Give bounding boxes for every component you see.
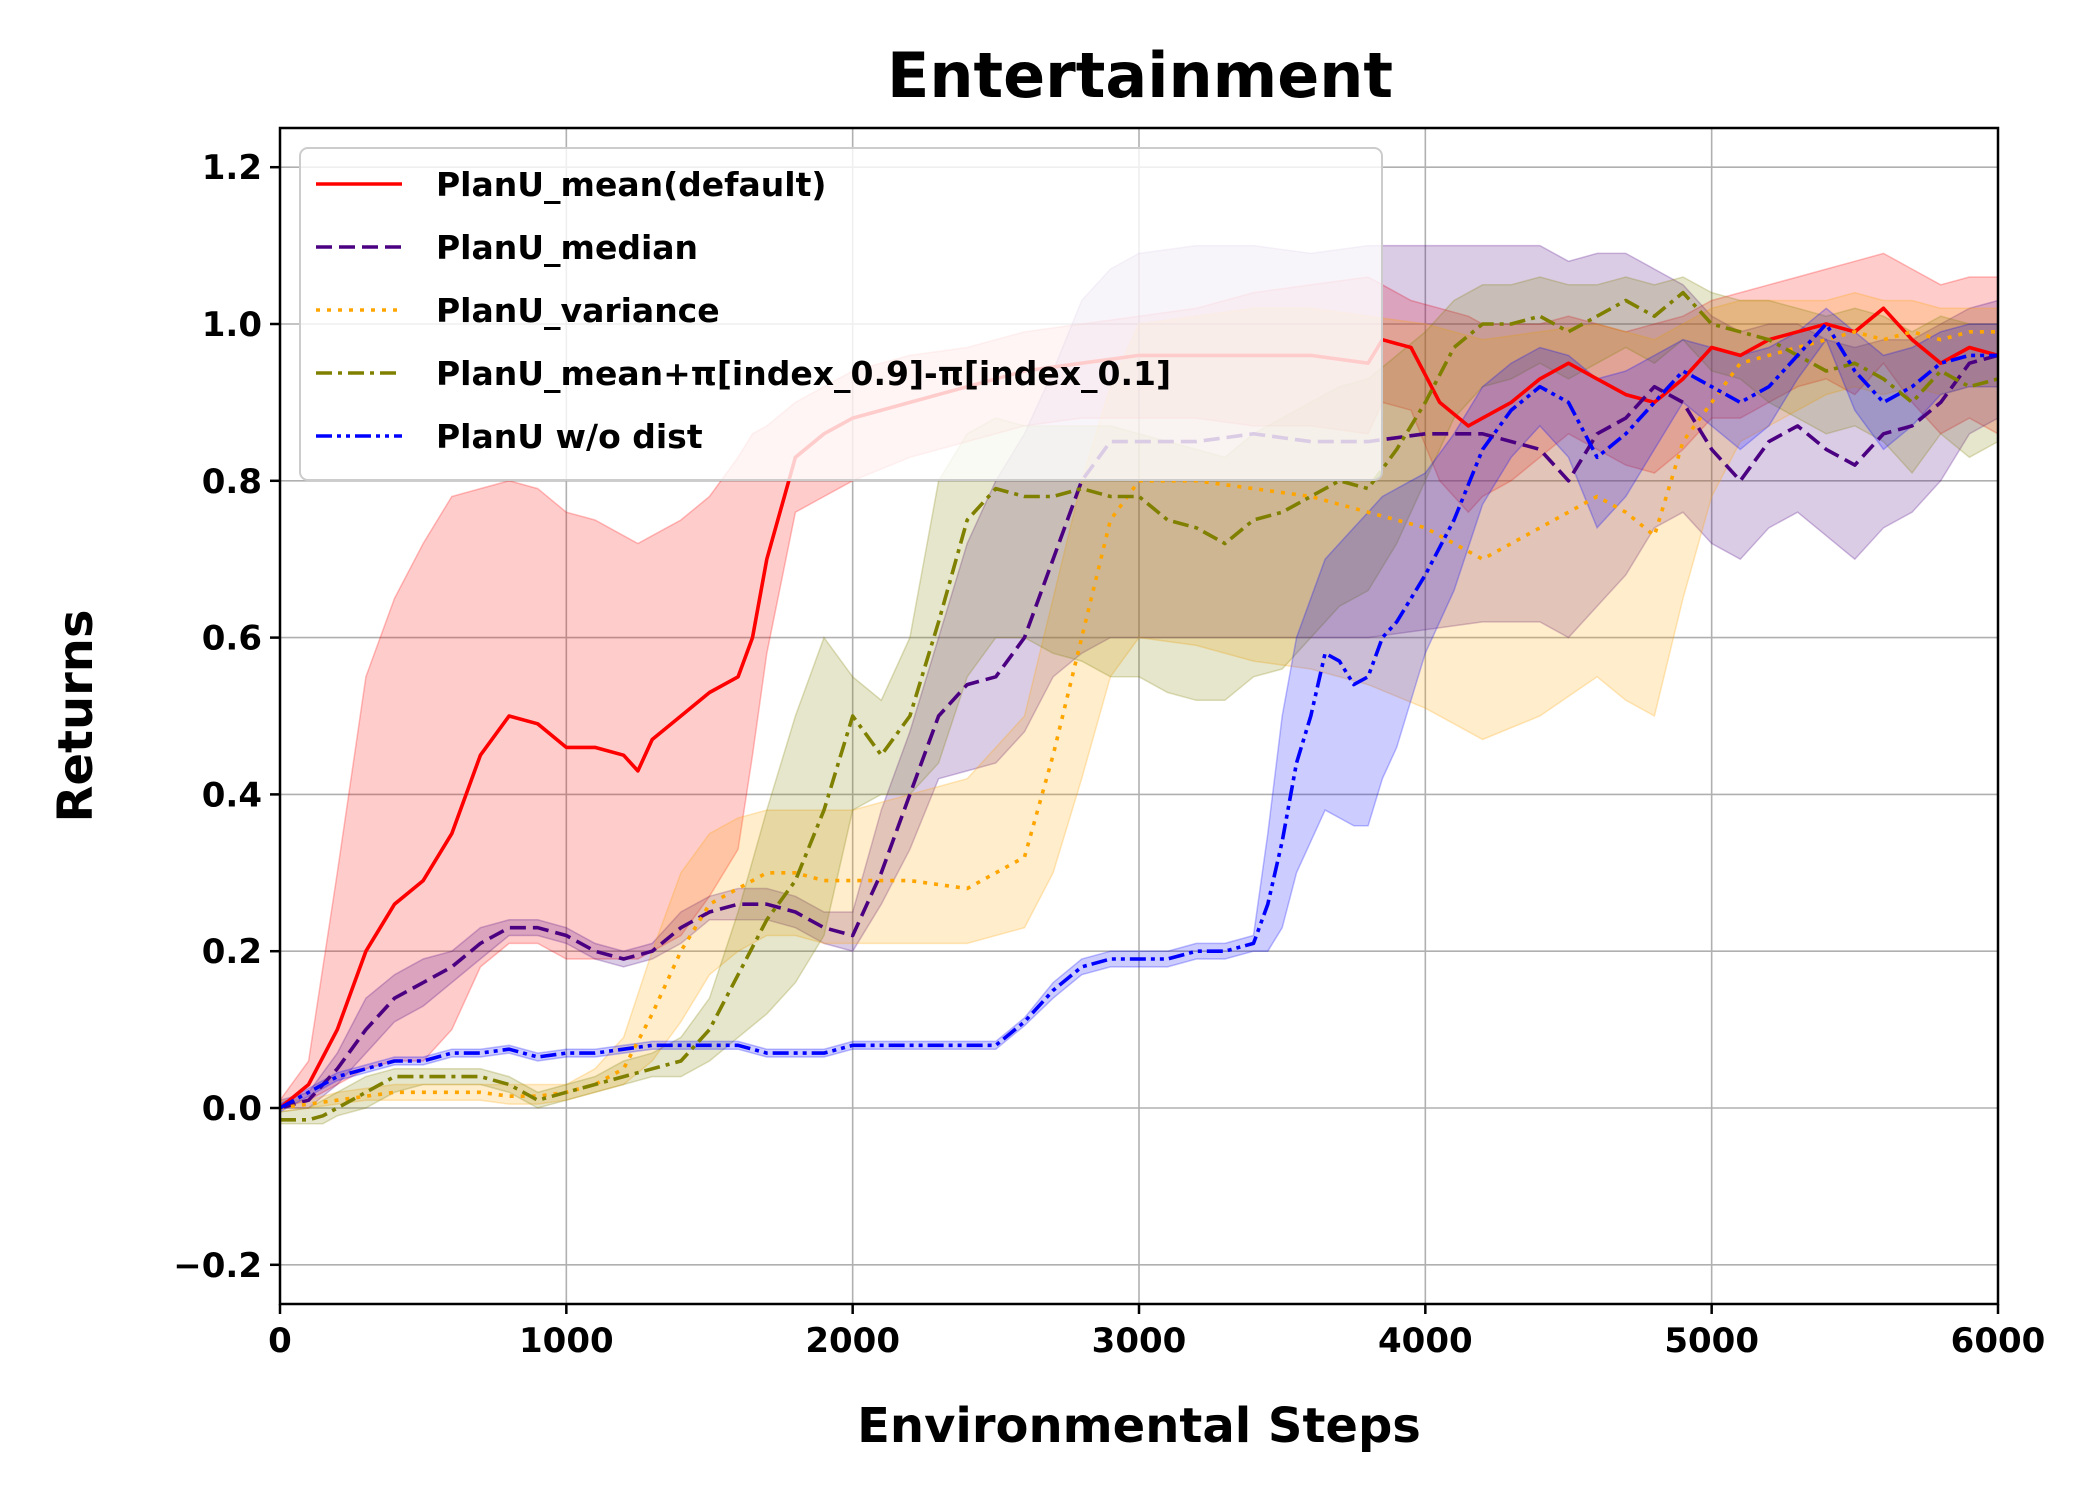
y-tick-label: −0.2 [173,1246,262,1286]
legend-label-2: PlanU_median [436,228,698,267]
y-tick-label: 0.2 [202,932,262,972]
line-series-4 [280,290,1999,1122]
x-axis-title: Environmental Steps [857,1398,1421,1454]
axis-ticks: 0 1000 2000 3000 4000 5000 6000 −0.2 0.0 0.2 0.4 0.… [173,148,2045,1361]
x-tick-label: 6000 [1951,1321,2046,1361]
x-tick-label: 5000 [1664,1321,1759,1361]
legend-label-3: PlanU_variance [436,291,720,330]
legend: PlanU_mean(default) PlanU_median PlanU_var… [299,147,1383,481]
legend-label-5: PlanU w/o dist [436,417,703,456]
y-tick-label: 0.6 [202,619,262,659]
chart-title: Entertainment [887,39,1393,112]
legend-box [299,147,1383,481]
x-tick-label: 2000 [805,1321,900,1361]
y-tick-label: 0.0 [202,1089,262,1129]
legend-label-1: PlanU_mean(default) [436,165,826,204]
x-tick-label: 0 [268,1321,292,1361]
legend-label-4: PlanU_mean+π[index_0.9]-π[index_0.1] [436,354,1171,393]
y-tick-label: 1.2 [202,148,262,188]
x-tick-label: 3000 [1092,1321,1187,1361]
line-series-2 [279,353,1999,1110]
line-series-3 [279,329,1998,1110]
y-tick-label: 0.4 [202,775,262,815]
line-series-5 [279,322,1998,1110]
x-tick-label: 4000 [1378,1321,1473,1361]
y-axis-title: Returns [48,609,104,822]
y-tick-label: 1.0 [202,305,262,345]
x-tick-label: 1000 [519,1321,614,1361]
series-lines [278,290,1999,1122]
y-tick-label: 0.8 [202,462,262,502]
